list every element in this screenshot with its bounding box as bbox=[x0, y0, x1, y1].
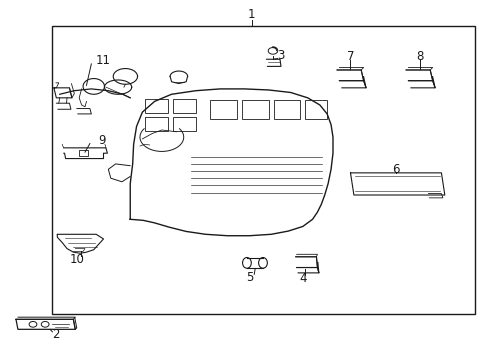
Text: 1: 1 bbox=[247, 9, 255, 22]
Text: 2: 2 bbox=[52, 328, 60, 341]
Bar bbox=[210, 100, 237, 119]
Bar bbox=[144, 99, 168, 113]
Text: 11: 11 bbox=[96, 54, 111, 67]
Text: 9: 9 bbox=[98, 134, 105, 147]
Text: 3: 3 bbox=[276, 49, 284, 62]
Bar bbox=[305, 100, 326, 119]
Bar bbox=[172, 117, 196, 131]
Bar bbox=[242, 100, 268, 119]
Bar bbox=[172, 99, 196, 113]
Bar bbox=[52, 26, 474, 314]
Text: 10: 10 bbox=[69, 253, 84, 266]
Text: 5: 5 bbox=[245, 271, 252, 284]
Bar bbox=[144, 117, 168, 131]
Text: 8: 8 bbox=[415, 50, 422, 63]
Text: 4: 4 bbox=[299, 272, 306, 285]
Text: 7: 7 bbox=[346, 50, 353, 63]
Text: 6: 6 bbox=[392, 163, 399, 176]
Bar bbox=[79, 150, 88, 156]
Bar bbox=[273, 100, 300, 119]
